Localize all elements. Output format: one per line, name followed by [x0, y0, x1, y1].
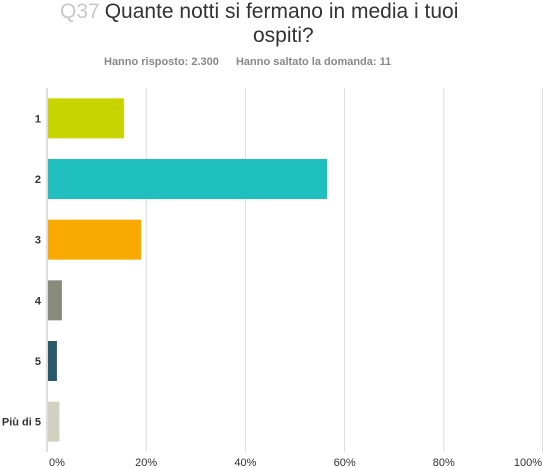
category-label: 2 — [35, 174, 41, 186]
category-label: 3 — [35, 235, 41, 247]
bar — [48, 159, 328, 199]
question-title-line1: Quante notti si fermano in media i tuoi — [104, 0, 459, 23]
bar — [48, 280, 62, 321]
x-tick-label: 0% — [49, 457, 65, 468]
x-tick-label: 60% — [334, 457, 356, 468]
question-title-line2: ospiti? — [253, 24, 314, 47]
bar — [48, 341, 57, 381]
grid-lines — [46, 88, 543, 452]
category-label: Più di 5 — [2, 417, 41, 429]
bar — [48, 219, 142, 260]
category-label: 4 — [35, 295, 42, 307]
response-stats: Hanno risposto: 2.300 Hanno saltato la d… — [104, 56, 405, 68]
answered-count: Hanno risposto: 2.300 — [104, 56, 219, 68]
skipped-count: Hanno saltato la domanda: 11 — [235, 56, 392, 68]
bar — [48, 98, 124, 139]
x-tick-label: 100% — [514, 457, 542, 468]
question-number: Q37 — [60, 0, 100, 23]
category-label: 5 — [35, 356, 41, 368]
x-tick-label: 40% — [234, 457, 256, 468]
bar — [48, 401, 60, 442]
question-title: Q37 Quante notti si fermano in media i tu… — [60, 0, 458, 23]
x-tick-label: 80% — [433, 457, 455, 468]
category-labels: 1 2 3 4 5 Più di 5 — [2, 113, 42, 428]
category-label: 1 — [35, 113, 41, 125]
bars — [48, 98, 328, 442]
x-tick-labels: 0% 20% 40% 60% 80% 100% — [49, 457, 542, 468]
x-tick-label: 20% — [135, 457, 157, 468]
